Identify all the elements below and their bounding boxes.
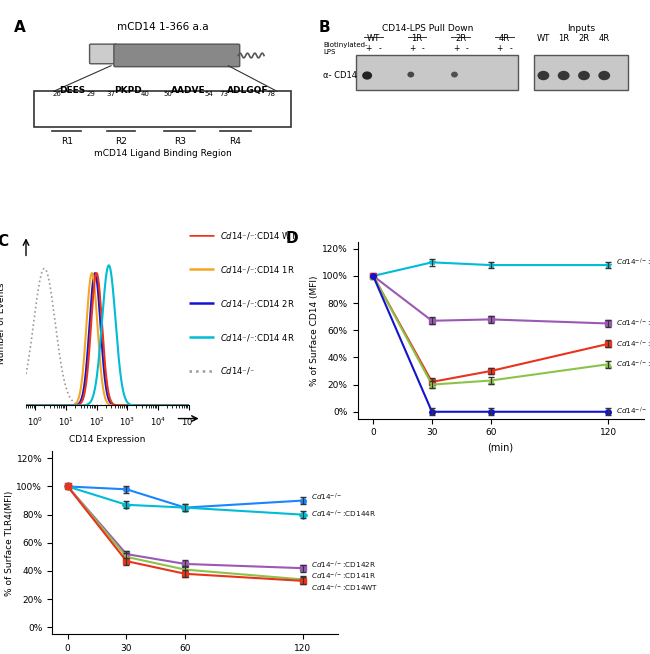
Text: -: - [378,44,381,53]
Ellipse shape [451,72,458,78]
FancyBboxPatch shape [90,44,117,63]
Text: PKPD: PKPD [114,86,142,95]
Text: $\it{Cd14^{-/-}}$: $\it{Cd14^{-/-}}$ [311,492,342,504]
Text: ADLGQF: ADLGQF [227,86,268,95]
Text: 37: 37 [107,91,116,97]
Text: B: B [318,20,330,35]
Text: $\it{Cd14^{-/-}}$:CD144R: $\it{Cd14^{-/-}}$:CD144R [616,257,650,268]
Text: Inputs: Inputs [567,24,595,33]
Text: C: C [0,234,8,249]
Text: R3: R3 [174,137,186,146]
Text: $\it{Cd14^{-/-}}$:CD144R: $\it{Cd14^{-/-}}$:CD144R [311,509,376,521]
Text: 73: 73 [220,91,229,97]
Text: $\it{Cd14⁻/⁻}$:CD14 2R: $\it{Cd14⁻/⁻}$:CD14 2R [220,298,295,309]
Text: R4: R4 [229,137,241,146]
Text: +: + [453,44,460,53]
Text: 54: 54 [204,91,213,97]
Text: WT: WT [537,35,550,43]
Text: 40: 40 [140,91,150,97]
Text: CD14-LPS Pull Down: CD14-LPS Pull Down [382,24,474,33]
FancyBboxPatch shape [34,91,291,127]
Ellipse shape [578,71,590,80]
Text: mCD14 Ligand Binding Region: mCD14 Ligand Binding Region [94,149,231,158]
Y-axis label: % of Surface CD14 (MFI): % of Surface CD14 (MFI) [310,275,319,385]
Ellipse shape [538,71,549,80]
Text: 2R: 2R [578,35,590,43]
Bar [534,55,628,90]
Text: 26: 26 [53,91,61,97]
Ellipse shape [558,71,569,80]
Text: 50: 50 [164,91,173,97]
Text: D: D [286,232,298,247]
Text: Biotinylated-
LPS: Biotinylated- LPS [324,42,368,55]
Ellipse shape [598,71,610,80]
Text: $\it{Cd14⁻/⁻}$:CD14 WT: $\it{Cd14⁻/⁻}$:CD14 WT [220,230,297,241]
Text: Number of Events: Number of Events [0,283,6,364]
Text: 1R: 1R [558,35,569,43]
Text: -: - [509,44,512,53]
Text: $\it{Cd14^{-/-}}$:CD142R: $\it{Cd14^{-/-}}$:CD142R [311,560,376,571]
Text: $\it{Cd14^{-/-}}$: $\it{Cd14^{-/-}}$ [616,406,647,417]
Text: +: + [365,44,372,53]
Text: R2: R2 [115,137,127,146]
Text: CD14 Expression: CD14 Expression [69,435,146,444]
Text: $\it{Cd14⁻/⁻}$:CD14 1R: $\it{Cd14⁻/⁻}$:CD14 1R [220,264,295,275]
Text: 29: 29 [86,91,95,97]
Ellipse shape [408,72,414,78]
Text: WT: WT [367,35,380,43]
Text: $\it{Cd14^{-/-}}$:CD141R: $\it{Cd14^{-/-}}$:CD141R [616,358,650,370]
Text: mCD14 1-366 a.a: mCD14 1-366 a.a [117,22,208,31]
Y-axis label: % of Surface TLR4(MFI): % of Surface TLR4(MFI) [5,490,14,596]
Text: 2R: 2R [455,35,466,43]
Text: 4R: 4R [499,35,510,43]
Text: 4R: 4R [599,35,610,43]
Text: $\it{Cd14⁻/⁻}$: $\it{Cd14⁻/⁻}$ [220,366,255,377]
Text: $\it{Cd14^{-/-}}$:CD142R: $\it{Cd14^{-/-}}$:CD142R [616,318,650,329]
Text: 1R: 1R [411,35,422,43]
Ellipse shape [362,71,372,80]
Text: 78: 78 [266,91,275,97]
Text: A: A [14,20,25,35]
Text: $\it{Cd14^{-/-}}$:CD141R: $\it{Cd14^{-/-}}$:CD141R [311,571,376,582]
Bar [356,55,519,90]
Text: $\it{Cd14⁻/⁻}$:CD14 4R: $\it{Cd14⁻/⁻}$:CD14 4R [220,332,295,343]
Text: α- CD14: α- CD14 [324,71,358,80]
FancyBboxPatch shape [114,44,240,67]
Text: R1: R1 [60,137,73,146]
Text: +: + [497,44,503,53]
Text: +: + [409,44,415,53]
Text: -: - [465,44,469,53]
Text: -: - [422,44,424,53]
Text: $\it{Cd14^{-/-}}$:CD14WT: $\it{Cd14^{-/-}}$:CD14WT [616,338,650,349]
X-axis label: (min): (min) [488,443,514,453]
Text: AADVE: AADVE [171,86,205,95]
Text: $\it{Cd14^{-/-}}$:CD14WT: $\it{Cd14^{-/-}}$:CD14WT [311,582,378,594]
Text: DEES: DEES [60,86,86,95]
